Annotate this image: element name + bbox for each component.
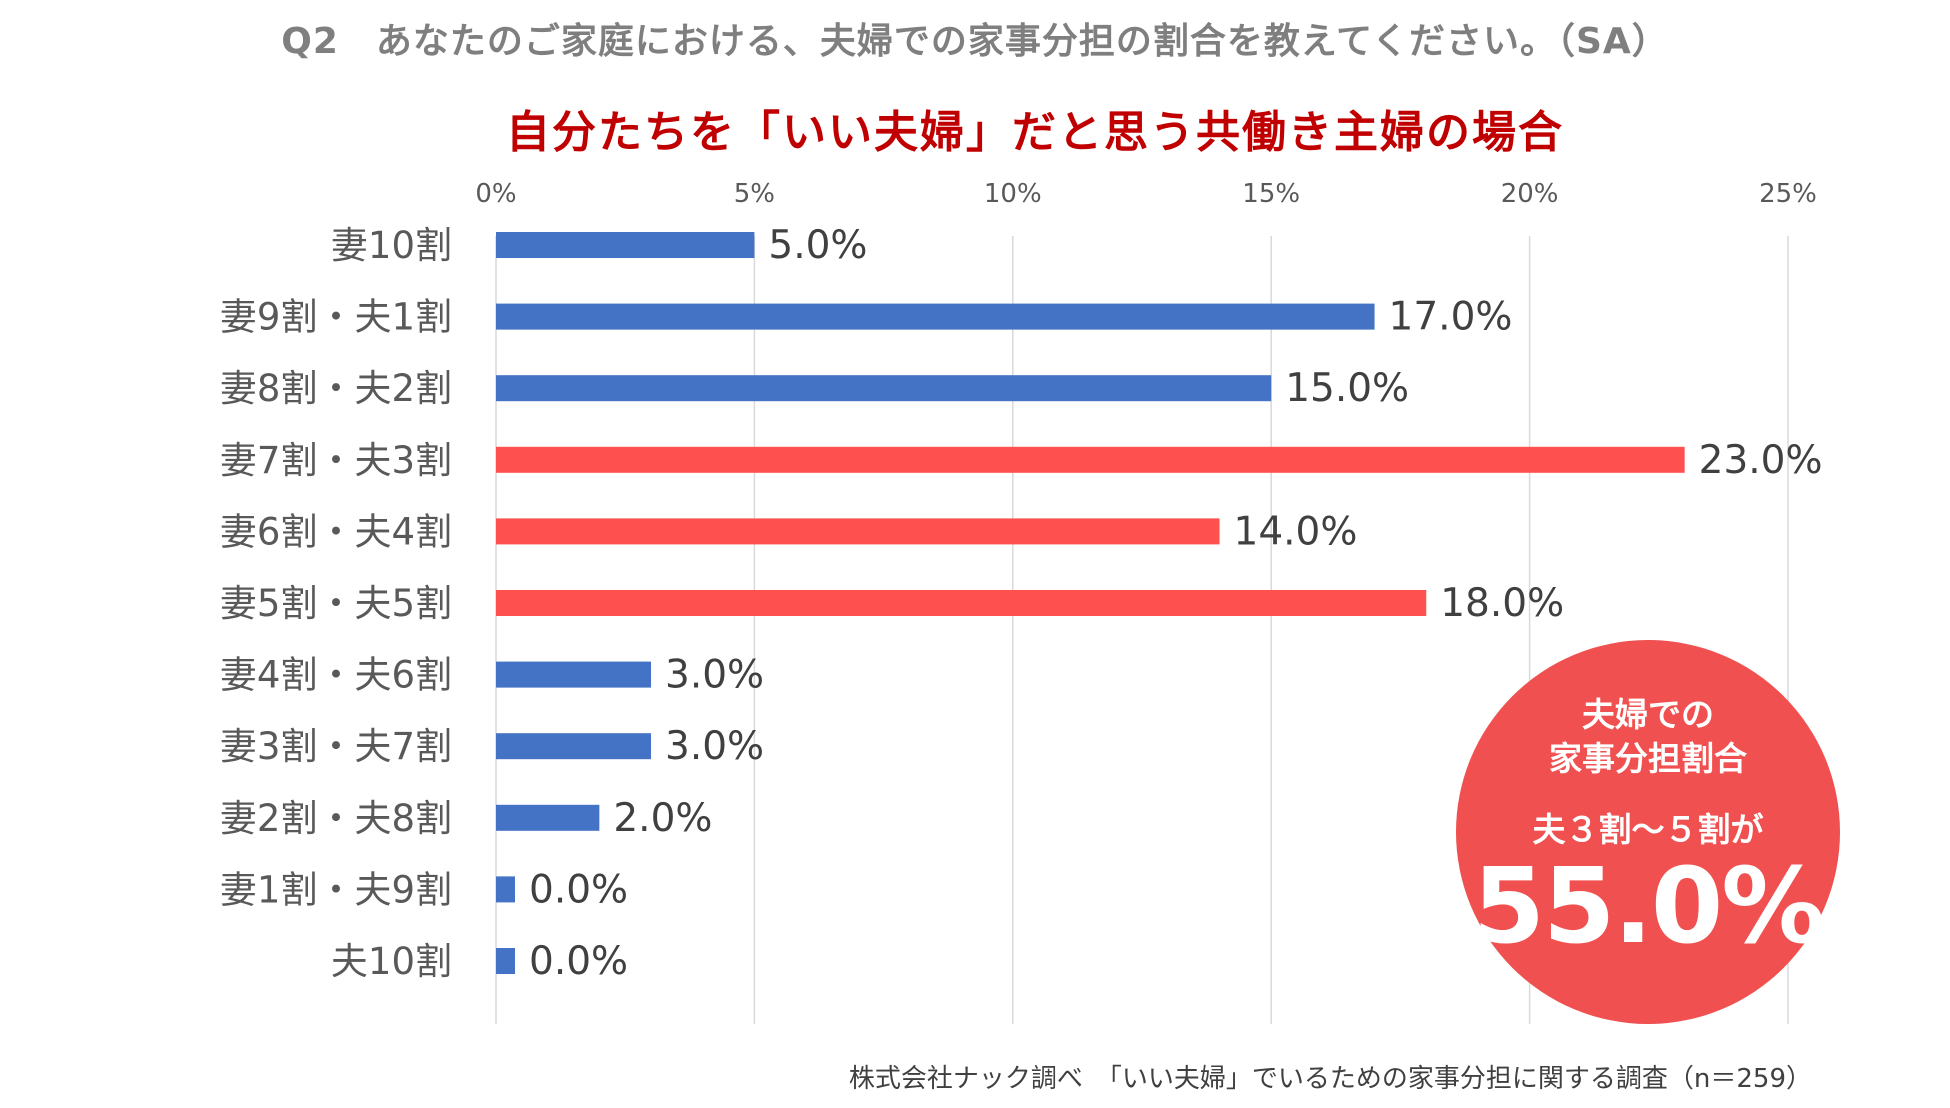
category-label: 妻1割・夫9割 [220,868,452,911]
callout-line1: 夫婦での [1582,695,1714,734]
x-tick-label: 15% [1242,179,1300,209]
value-label: 17.0% [1389,295,1513,340]
category-label: 妻5割・夫5割 [220,582,452,625]
category-label: 妻6割・夫4割 [220,510,452,553]
value-label: 2.0% [613,796,712,841]
category-label: 妻9割・夫1割 [220,296,452,339]
category-label: 妻10割 [331,224,452,267]
bar [496,590,1427,616]
x-tick-label: 25% [1759,179,1817,209]
callout-line3: 夫３割〜５割が [1532,810,1764,849]
category-label: 妻3割・夫7割 [220,725,452,768]
value-label: 15.0% [1285,366,1409,411]
bar [496,948,515,974]
x-tick-label: 0% [475,179,516,209]
value-label: 5.0% [768,223,867,268]
x-tick-label: 10% [984,179,1042,209]
summary-callout: 夫婦での 家事分担割合 夫３割〜５割が 55.0% [1456,640,1840,1024]
x-tick-label: 20% [1501,179,1559,209]
value-label: 14.0% [1234,509,1358,554]
category-label: 妻8割・夫2割 [220,367,452,410]
bar [496,661,652,688]
bar [496,232,755,258]
callout-line2: 家事分担割合 [1549,739,1747,778]
bar [496,375,1272,402]
x-tick-label: 5% [734,179,775,209]
category-label: 妻2割・夫8割 [220,797,452,840]
chart-title: 自分たちを「いい夫婦」だと思う共働き主婦の場合 [506,107,1564,158]
question-text: Q2 あなたのご家庭における、夫婦での家事分担の割合を教えてください。（SA） [281,21,1669,62]
value-label: 23.0% [1699,438,1823,483]
category-label: 夫10割 [331,940,452,983]
bar [496,303,1375,330]
source-note: 株式会社ナック調べ 「いい夫婦」でいるための家事分担に関する調査（n＝259） [848,1064,1812,1094]
value-label: 3.0% [665,724,764,769]
category-label: 妻4割・夫6割 [220,654,452,697]
bar [496,518,1220,545]
bar [496,446,1685,473]
callout-value: 55.0% [1472,845,1826,967]
value-label: 3.0% [665,653,764,698]
value-label: 0.0% [529,867,628,912]
category-label: 妻7割・夫3割 [220,439,452,482]
bar [496,733,652,760]
value-label: 18.0% [1440,581,1564,626]
value-label: 0.0% [529,939,628,984]
bar [496,804,600,831]
bar [496,876,515,903]
